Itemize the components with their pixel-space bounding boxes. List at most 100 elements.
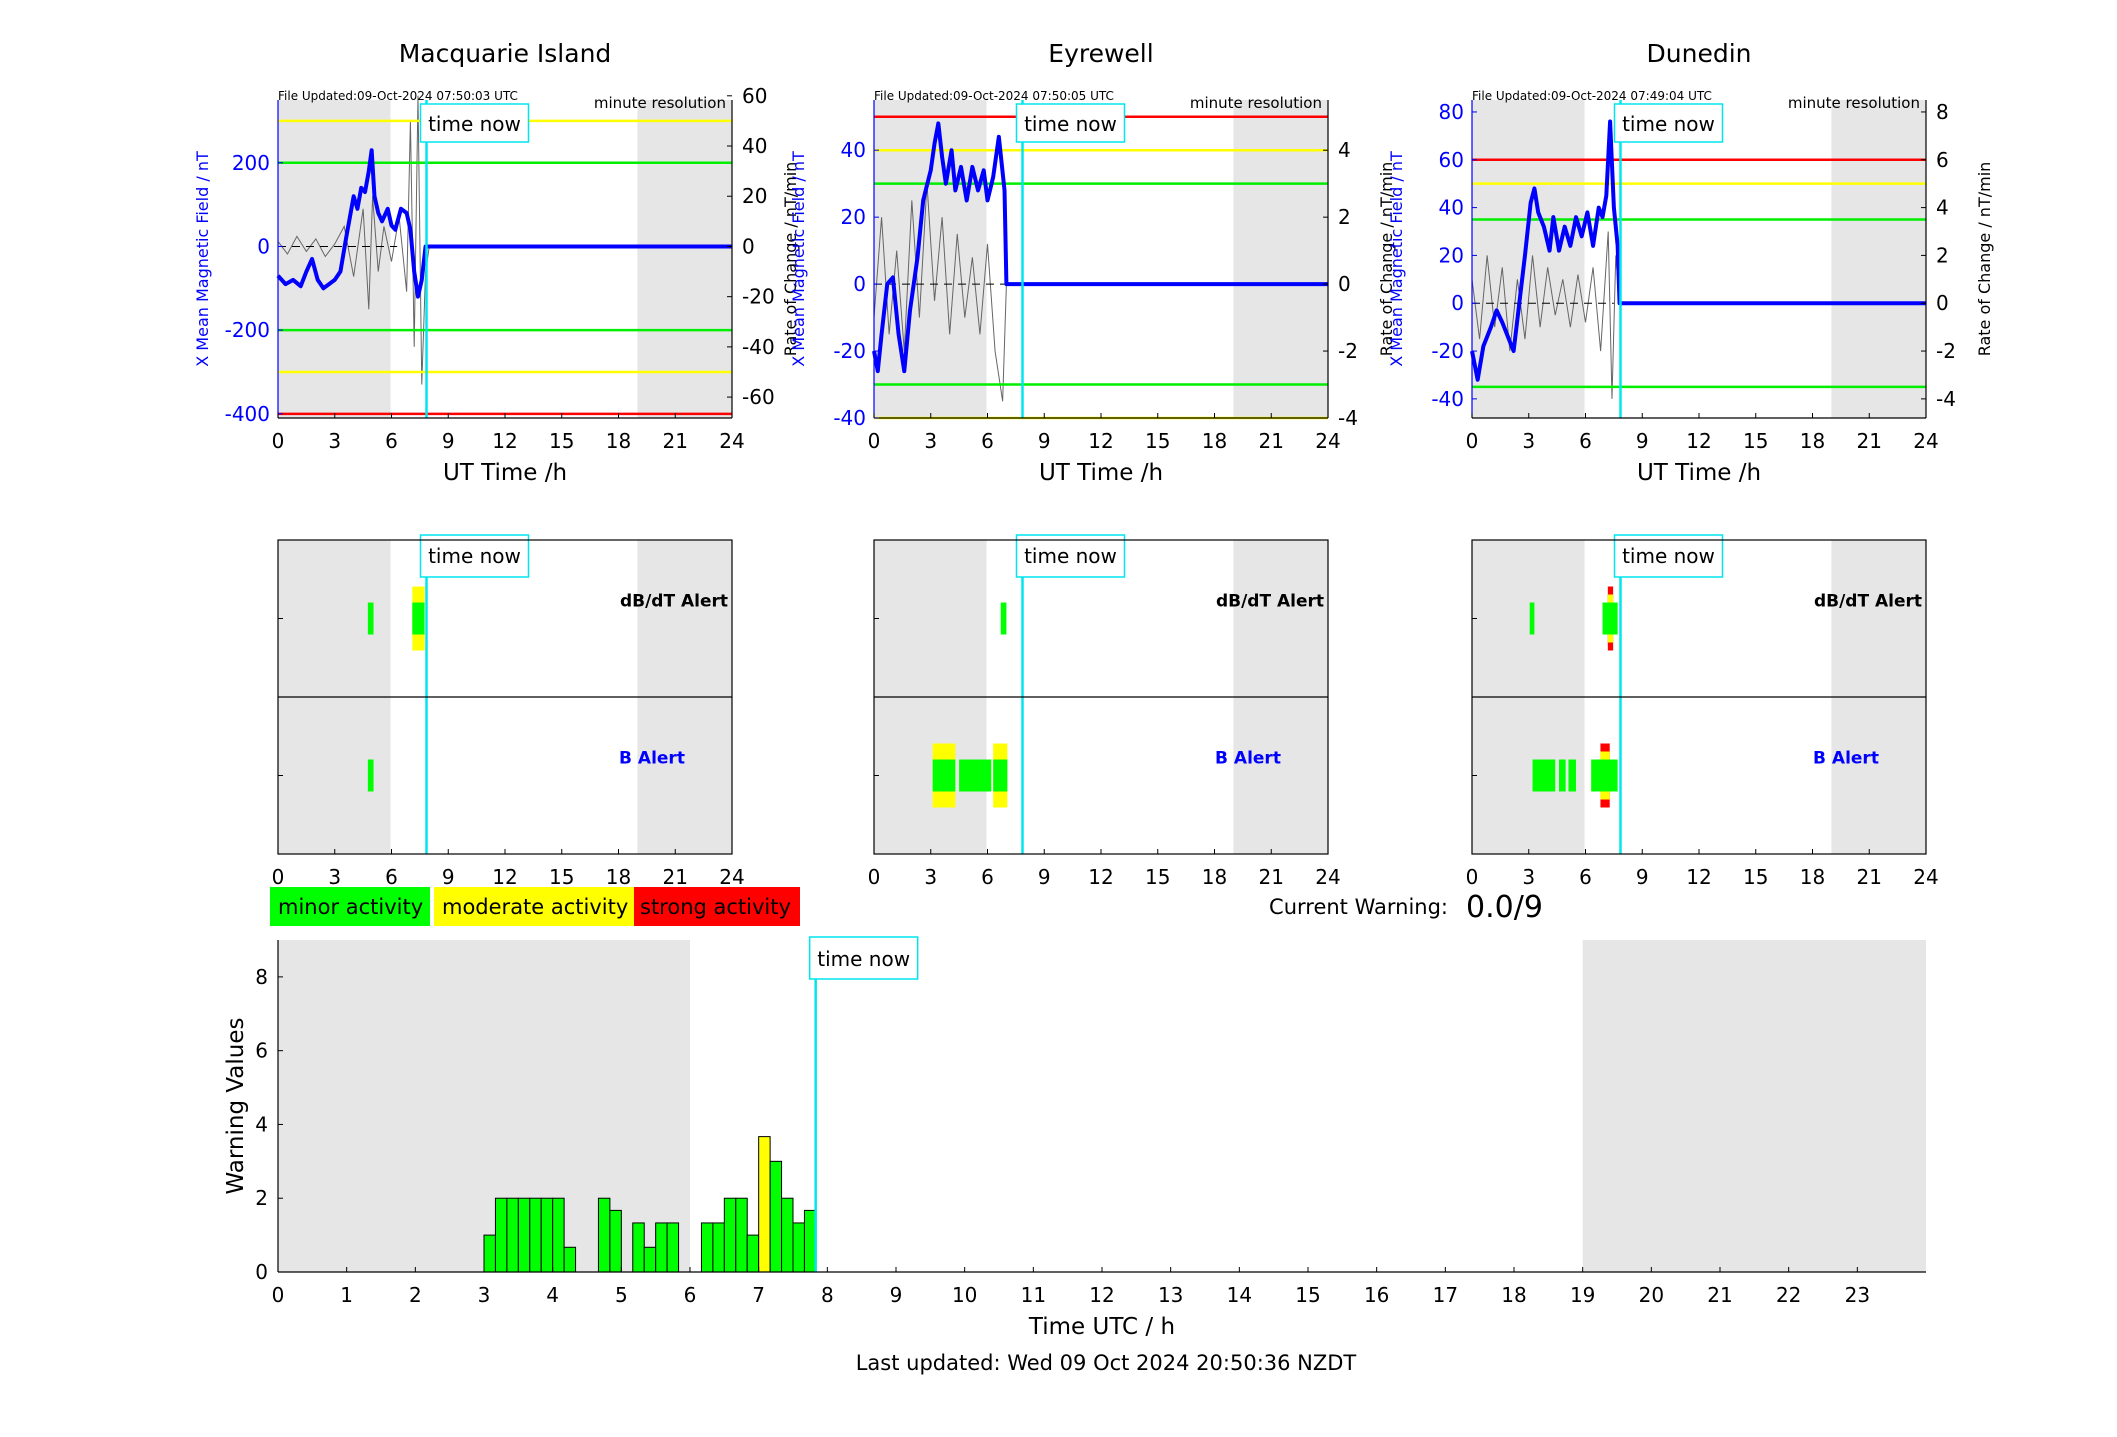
x-tick-label: 15 [1743,865,1768,889]
legend-minor-label: minor activity [278,895,423,919]
x-tick-label: 3 [924,865,937,889]
left-tick-label: -200 [225,318,270,342]
warning-bar [769,1160,783,1273]
x-tick-label: 18 [606,429,631,453]
x-tick-label: 22 [1776,1283,1801,1307]
rate-of-change-line [1471,231,1621,399]
x-tick-label: 9 [442,429,455,453]
right-tick-label: 2 [1338,205,1351,229]
alert-bar [1000,602,1007,635]
x-tick-label: 6 [981,865,994,889]
left-tick-label: 40 [1439,196,1464,220]
right-tick-label: 20 [742,184,767,208]
warning-bar [609,1209,622,1273]
night-shade [1831,100,1926,418]
legend-strong-label: strong activity [640,895,791,919]
x-tick-label: 18 [606,865,631,889]
alert-bar [1602,602,1618,635]
left-axis-label: X Mean Magnetic Field / nT [789,151,808,367]
x-tick-label: 24 [1913,865,1938,889]
resolution-label: minute resolution [594,94,726,112]
right-axis-label: Rate of Change / nT/min [1975,162,1994,357]
time-now-box [1015,534,1126,578]
mean-field-line [276,148,732,299]
x-tick-label: 24 [1315,865,1340,889]
y-tick-label: 0 [255,1260,268,1284]
x-tick-label: 21 [1857,429,1882,453]
x-tick-label: 21 [1857,865,1882,889]
warning-bar [792,1222,805,1273]
x-tick-label: 12 [492,865,517,889]
x-tick-label: 6 [981,429,994,453]
alert-bar [1529,602,1535,635]
left-tick-label: 80 [1439,100,1464,124]
time-now-box [1613,103,1724,143]
time-now-box [419,534,530,578]
x-tick-label: 12 [1088,865,1113,889]
warning-bar [540,1197,554,1273]
rate-of-change-line [873,183,1007,402]
x-tick-label: 6 [684,1283,697,1307]
night-shade [637,100,732,418]
x-tick-label: 8 [821,1283,834,1307]
x-tick-label: 3 [328,429,341,453]
alert-bar [1568,759,1577,792]
left-tick-label: -20 [833,339,866,363]
file-updated-text: File Updated:09-Oct-2024 07:50:03 UTC [278,89,518,103]
dbdt-alert-label: dB/dT Alert [1216,592,1324,612]
right-tick-label: 4 [1936,196,1949,220]
right-tick-label: -4 [1338,406,1358,430]
night-shade [874,100,987,418]
file-updated-text: File Updated:09-Oct-2024 07:50:05 UTC [874,89,1114,103]
x-tick-label: 1 [340,1283,353,1307]
warning-bar [700,1222,714,1273]
right-tick-label: 40 [742,134,767,158]
x-tick-label: 3 [924,429,937,453]
warning-bar [735,1197,748,1273]
x-tick-label: 3 [1522,429,1535,453]
alert-bar [412,602,425,635]
x-tick-label: 15 [1145,865,1170,889]
x-tick-label: 18 [1202,429,1227,453]
activity-legend: minor activity moderate activity strong … [270,887,800,926]
time-now-label: time now [1622,544,1715,568]
time-now-label: time now [817,947,910,971]
x-tick-label: 3 [478,1283,491,1307]
time-now-label: time now [1024,112,1117,136]
warning-bar [494,1197,508,1273]
right-tick-label: -4 [1936,387,1956,411]
left-tick-label: 20 [1439,243,1464,267]
alert-panel-2: time now dB/dT Alert B Alert 0 3 6 9 12 15 18 21 24 [1466,534,1939,889]
x-tick-label: 0 [868,429,881,453]
x-tick-label: 12 [492,429,517,453]
left-tick-label: -20 [1431,339,1464,363]
x-tick-label: 12 [1088,429,1113,453]
left-axis-label: X Mean Magnetic Field / nT [1387,151,1406,367]
x-axis-label: Time UTC / h [1028,1314,1175,1340]
x-tick-label: 15 [1295,1283,1320,1307]
warning-bar [758,1136,771,1273]
x-tick-label: 9 [1636,429,1649,453]
x-tick-label: 9 [1038,865,1051,889]
warning-bar [712,1222,725,1273]
right-tick-label: 2 [1936,243,1949,267]
station-title: Macquarie Island [399,39,612,68]
x-tick-label: 13 [1158,1283,1183,1307]
warning-bar [517,1197,531,1273]
warning-bar [655,1222,668,1273]
warning-bar [643,1246,657,1273]
x-tick-label: 0 [272,429,285,453]
x-tick-label: 23 [1845,1283,1870,1307]
x-tick-label: 24 [719,429,744,453]
right-tick-label: -40 [742,335,775,359]
warning-bar [781,1197,794,1273]
x-tick-label: 15 [1145,429,1170,453]
x-tick-label: 18 [1202,865,1227,889]
left-tick-label: 0 [1451,291,1464,315]
alert-bar [1591,759,1618,792]
alert-panel-1: time now dB/dT Alert B Alert 0 3 6 9 12 15 18 21 24 [868,534,1341,889]
x-axis-label: UT Time /h [443,460,567,486]
x-tick-label: 19 [1570,1283,1595,1307]
x-tick-label: 12 [1686,865,1711,889]
current-warning-value: 0.0/9 [1466,890,1543,925]
